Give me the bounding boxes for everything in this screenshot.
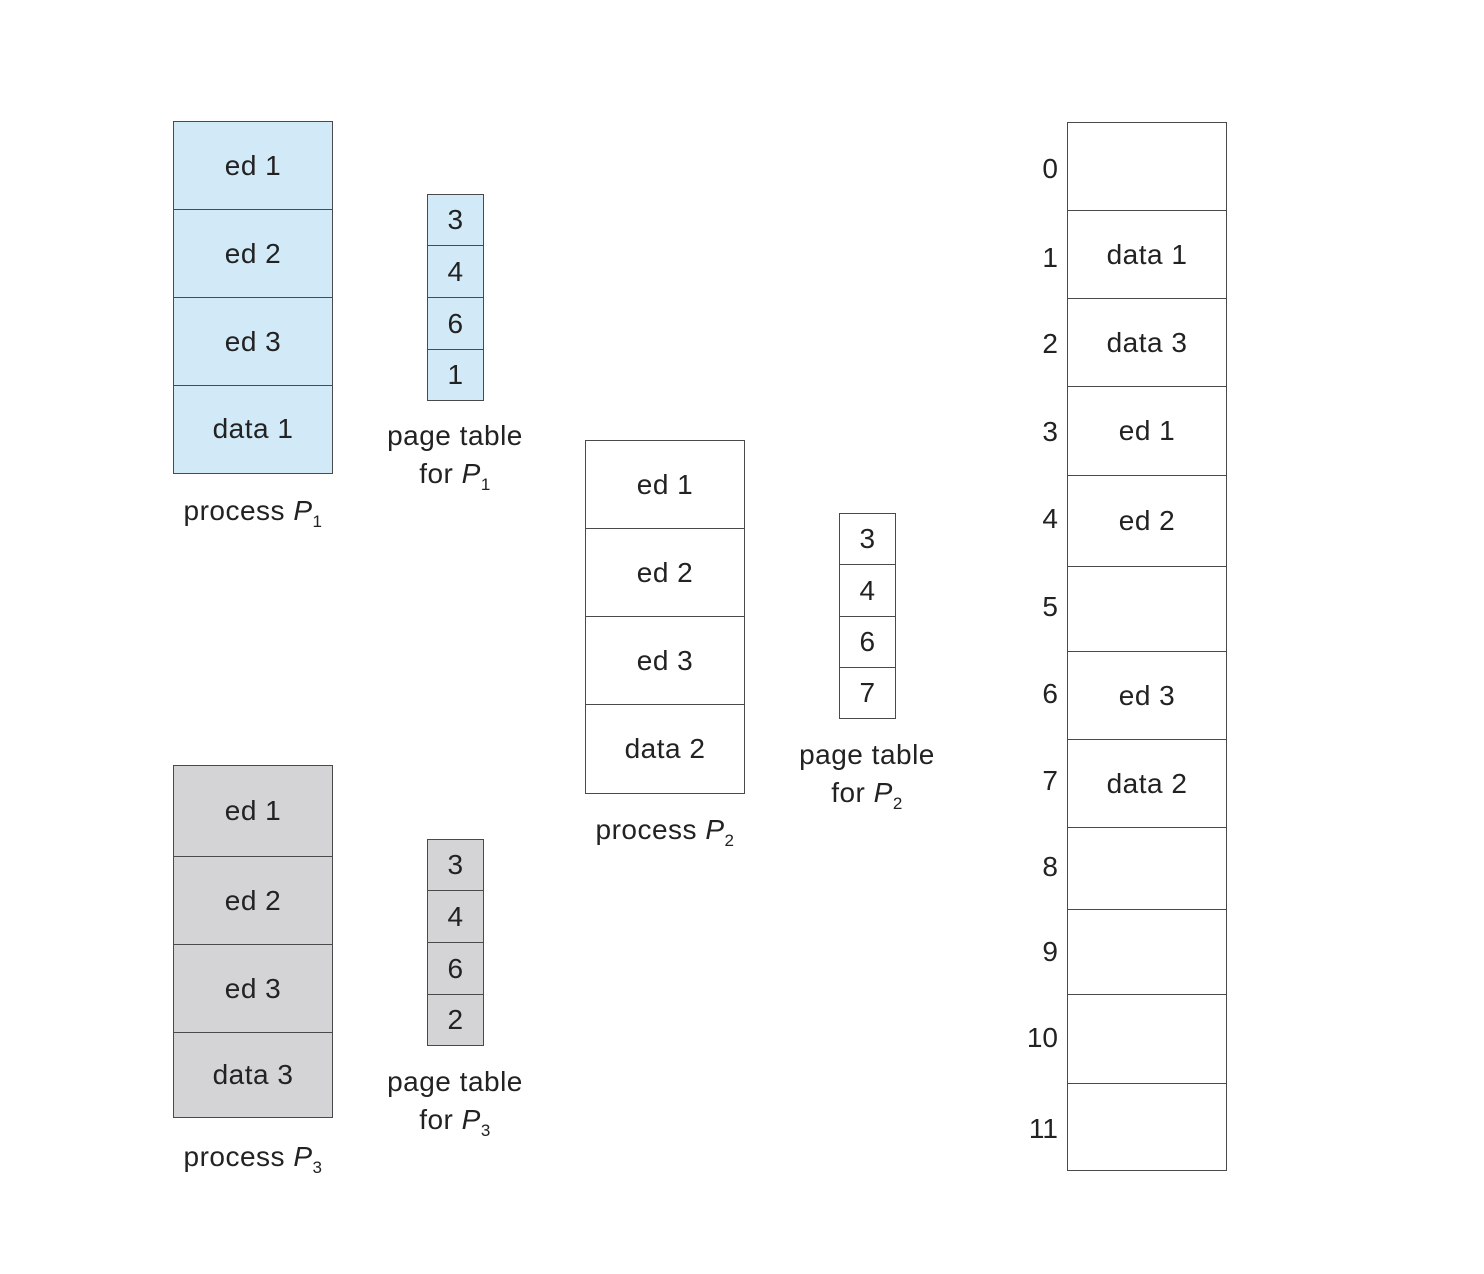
p3-label-sub: 3 xyxy=(312,1158,323,1177)
p1-label-var: P xyxy=(293,495,313,526)
process-p1-pages: ed 1 ed 2 ed 3 data 1 xyxy=(173,121,333,474)
p1-page-3: data 1 xyxy=(212,413,294,444)
p2-pt-sub: 2 xyxy=(892,794,903,813)
memory-frame-9 xyxy=(1068,910,1226,995)
p3-pt-var: P xyxy=(461,1104,481,1135)
p1-label-text: process xyxy=(183,495,286,526)
memory-frame-7: data 2 xyxy=(1068,740,1226,828)
page-table-p1-label: page table for P1 xyxy=(365,417,545,504)
frame-number-5: 5 xyxy=(1042,591,1058,622)
p3-pt-sub: 3 xyxy=(480,1121,491,1140)
p3-page-3: data 3 xyxy=(212,1058,294,1090)
frame-number-10: 10 xyxy=(1026,1022,1058,1053)
page-table-p1: 3 4 6 1 xyxy=(427,194,484,401)
p1-pt-for: for xyxy=(419,458,454,489)
memory-frame-4: ed 2 xyxy=(1068,476,1226,567)
p2-pt-entry-3: 7 xyxy=(859,676,876,708)
process-p2-label: process P2 xyxy=(565,811,765,860)
process-p3-label: process P3 xyxy=(153,1138,353,1187)
p3-pt-entry-1: 4 xyxy=(428,891,483,943)
p3-pt-label-line2: for P3 xyxy=(365,1101,545,1150)
p1-label-sub: 1 xyxy=(312,512,323,531)
p2-page-1: ed 2 xyxy=(586,529,744,617)
p1-page-1: ed 2 xyxy=(174,210,332,298)
p2-page-2: ed 3 xyxy=(586,617,744,705)
process-p1-label: process P1 xyxy=(153,492,353,541)
p3-label-var: P xyxy=(293,1141,313,1172)
p2-pt-var: P xyxy=(873,777,893,808)
frame-number-7: 7 xyxy=(1042,765,1058,796)
p2-page-3: data 2 xyxy=(624,732,706,764)
p1-pt-entry-1: 4 xyxy=(428,246,483,298)
frame-number-4: 4 xyxy=(1042,503,1058,534)
p3-page-1: ed 2 xyxy=(174,857,332,945)
frame-number-2: 2 xyxy=(1042,328,1058,359)
p3-label-text: process xyxy=(183,1141,286,1172)
p1-pt-label-line1: page table xyxy=(387,420,523,451)
p2-pt-entry-0: 3 xyxy=(840,514,895,565)
p1-pt-entry-0: 3 xyxy=(428,195,483,246)
p2-pt-label-line1: page table xyxy=(799,739,935,770)
p1-pt-sub: 1 xyxy=(480,475,491,494)
memory-frame-3: ed 1 xyxy=(1068,387,1226,476)
physical-memory: data 1 data 3 ed 1 ed 2 ed 3 data 2 xyxy=(1067,122,1227,1171)
p1-pt-var: P xyxy=(461,458,481,489)
frame-number-9: 9 xyxy=(1042,936,1058,967)
p3-pt-label-line1: page table xyxy=(387,1066,523,1097)
p2-pt-for: for xyxy=(831,777,866,808)
p2-pt-entry-1: 4 xyxy=(840,565,895,617)
memory-frame-11 xyxy=(1068,1084,1226,1167)
p2-label-sub: 2 xyxy=(724,831,735,850)
p2-pt-entry-2: 6 xyxy=(840,617,895,668)
page-table-p3: 3 4 6 2 xyxy=(427,839,484,1046)
p1-page-0: ed 1 xyxy=(174,122,332,210)
p3-pt-entry-2: 6 xyxy=(428,943,483,995)
memory-frame-0 xyxy=(1068,123,1226,211)
p2-pt-label-line2: for P2 xyxy=(777,774,957,823)
p2-label-text: process xyxy=(595,814,698,845)
process-p2-pages: ed 1 ed 2 ed 3 data 2 xyxy=(585,440,745,794)
page-table-p3-label: page table for P3 xyxy=(365,1063,545,1150)
memory-frame-2: data 3 xyxy=(1068,299,1226,387)
frame-number-6: 6 xyxy=(1042,678,1058,709)
p3-page-2: ed 3 xyxy=(174,945,332,1033)
p2-page-0: ed 1 xyxy=(586,441,744,529)
frame-number-11: 11 xyxy=(1028,1113,1058,1144)
memory-frame-6: ed 3 xyxy=(1068,652,1226,740)
p2-label-var: P xyxy=(705,814,725,845)
page-table-p2-label: page table for P2 xyxy=(777,736,957,823)
p3-pt-for: for xyxy=(419,1104,454,1135)
frame-number-8: 8 xyxy=(1042,851,1058,882)
frame-number-0: 0 xyxy=(1042,153,1058,184)
p1-page-2: ed 3 xyxy=(174,298,332,386)
page-table-p2: 3 4 6 7 xyxy=(839,513,896,719)
p1-pt-entry-2: 6 xyxy=(428,298,483,350)
memory-frame-1: data 1 xyxy=(1068,211,1226,299)
frame-number-3: 3 xyxy=(1042,416,1058,447)
p1-pt-entry-3: 1 xyxy=(447,358,464,390)
memory-frame-10 xyxy=(1068,995,1226,1084)
p3-page-0: ed 1 xyxy=(174,766,332,857)
p3-pt-entry-0: 3 xyxy=(428,840,483,891)
memory-frame-5 xyxy=(1068,567,1226,652)
process-p3-pages: ed 1 ed 2 ed 3 data 3 xyxy=(173,765,333,1118)
memory-frame-8 xyxy=(1068,828,1226,910)
p3-pt-entry-3: 2 xyxy=(447,1003,464,1035)
frame-number-1: 1 xyxy=(1042,242,1058,273)
p1-pt-label-line2: for P1 xyxy=(365,455,545,504)
